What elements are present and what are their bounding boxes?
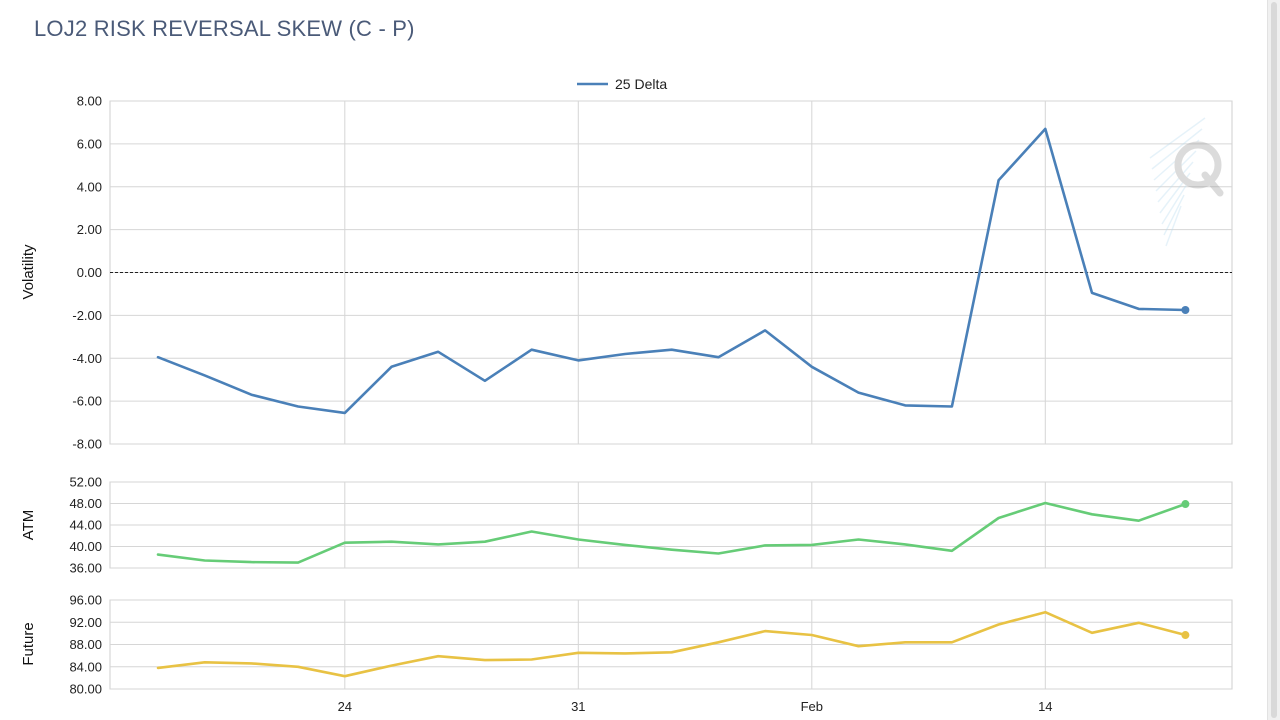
main-y-tick-label: -8.00	[72, 437, 102, 452]
main-y-tick-label: 0.00	[77, 265, 102, 280]
future-y-tick-label: 88.00	[69, 637, 102, 652]
q-logo-ring	[1174, 141, 1222, 189]
legend-entry: 25 Delta	[615, 76, 667, 92]
atm-series-line	[156, 501, 1187, 564]
q-logo-watermark	[1149, 117, 1224, 247]
chart-title: LOJ2 RISK REVERSAL SKEW (C - P)	[34, 16, 415, 41]
main-y-tick-label: -6.00	[72, 394, 102, 409]
main-series-line	[156, 127, 1187, 415]
atm-y-tick-label: 36.00	[69, 561, 102, 576]
q-logo-streak	[1155, 150, 1197, 192]
main-y-tick-label: 8.00	[77, 94, 102, 109]
future-y-axis-title: Future	[20, 622, 37, 665]
q-logo-streak	[1151, 128, 1203, 170]
x-tick-label: 24	[338, 699, 352, 714]
q-logo-streak	[1161, 183, 1188, 225]
atm-last-point-marker	[1181, 500, 1190, 509]
main-last-point-marker	[1181, 306, 1190, 315]
main-y-tick-label: 4.00	[77, 179, 102, 194]
q-logo-tail	[1201, 171, 1224, 197]
future-y-tick-label: 92.00	[69, 615, 102, 630]
x-tick-label: 14	[1038, 699, 1052, 714]
main-y-tick-label: 2.00	[77, 222, 102, 237]
q-logo-streak	[1149, 117, 1206, 159]
future-y-tick-label: 80.00	[69, 682, 102, 697]
vertical-scrollbar[interactable]	[1267, 0, 1280, 720]
q-logo-streak	[1165, 205, 1182, 247]
atm-y-tick-label: 48.00	[69, 496, 102, 511]
future-y-tick-label: 84.00	[69, 659, 102, 674]
main-y-tick-label: -2.00	[72, 308, 102, 323]
q-logo-streak	[1157, 161, 1194, 203]
x-tick-label: Feb	[801, 699, 823, 714]
q-logo-streak	[1153, 139, 1200, 181]
atm-y-tick-label: 52.00	[69, 475, 102, 490]
x-tick-label: 31	[571, 699, 585, 714]
main-y-tick-label: 6.00	[77, 136, 102, 151]
main-y-axis-title: Volatility	[20, 244, 37, 300]
atm-y-tick-label: 44.00	[69, 518, 102, 533]
q-logo-streak	[1159, 172, 1191, 214]
atm-y-tick-label: 40.00	[69, 539, 102, 554]
future-last-point-marker	[1181, 631, 1190, 640]
scrollbar-thumb[interactable]	[1271, 2, 1277, 718]
future-y-tick-label: 96.00	[69, 593, 102, 608]
atm-y-axis-title: ATM	[20, 510, 37, 541]
main-y-tick-label: -4.00	[72, 351, 102, 366]
future-series-line	[156, 610, 1187, 678]
q-logo-streak	[1163, 194, 1185, 236]
